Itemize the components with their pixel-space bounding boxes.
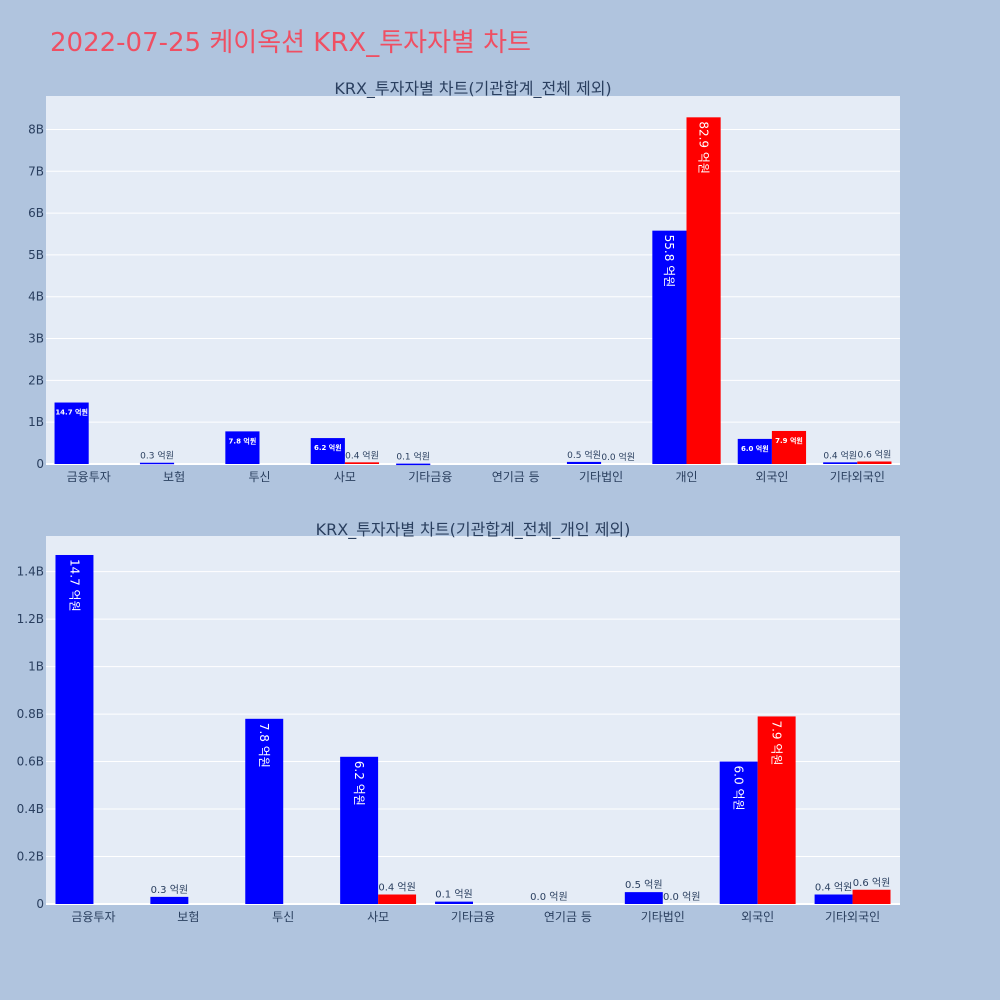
y-tick-label: 5B: [28, 248, 44, 262]
bar-label: 6.2 억원: [314, 443, 342, 452]
bar-label: 0.4 억원: [378, 882, 415, 894]
x-tick-label: 외국인: [755, 470, 788, 484]
y-tick-label: 0.4B: [17, 802, 44, 816]
bar: [310, 438, 345, 464]
x-tick-label: 보험: [163, 470, 185, 484]
x-tick-label: 개인: [675, 470, 697, 484]
bar: [852, 889, 891, 904]
y-tick-label: 0.2B: [17, 850, 44, 864]
bar: [245, 718, 284, 904]
y-tick-label: 7B: [28, 164, 44, 178]
y-tick-label: 0.8B: [17, 707, 44, 721]
page-title: 2022-07-25 케이옥션 KRX_투자자별 차트: [50, 28, 532, 58]
x-tick-label: 기타법인: [579, 470, 623, 484]
bar: [624, 892, 663, 904]
bar: [344, 462, 380, 464]
x-tick-label: 연기금 등: [492, 470, 540, 484]
bar-label: 7.8 억원: [257, 723, 271, 768]
bar-label: 0.3 억원: [151, 884, 188, 896]
bar-label: 7.8 억원: [229, 436, 257, 445]
x-tick-label: 기타법인: [641, 910, 685, 924]
x-tick-label: 투신: [248, 470, 270, 484]
y-tick-label: 3B: [28, 332, 44, 346]
bar-label: 14.7 억원: [55, 408, 88, 417]
x-tick-label: 금융투자: [71, 910, 115, 924]
bar-label: 0.4 억원: [815, 882, 852, 894]
bar-label: 6.0 억원: [731, 766, 745, 811]
bar-label: 7.9 억원: [769, 720, 783, 765]
bar: [225, 431, 260, 464]
bar-label: 0.0 억원: [530, 891, 567, 903]
bar-label: 7.9 억원: [775, 436, 803, 445]
bar: [340, 756, 379, 904]
x-tick-label: 기타외국인: [830, 470, 885, 484]
y-tick-label: 0: [36, 897, 44, 911]
x-tick-label: 사모: [334, 470, 356, 484]
y-tick-label: 1.2B: [17, 612, 44, 626]
bar: [435, 901, 473, 904]
y-tick-label: 6B: [28, 206, 44, 220]
bar-label: 82.9 억원: [696, 121, 710, 174]
bar: [566, 461, 602, 464]
bar: [652, 230, 687, 464]
y-tick-label: 1B: [28, 660, 44, 674]
x-tick-label: 사모: [367, 910, 389, 924]
bar-label: 0.5 억원: [625, 879, 662, 891]
bar-label: 6.0 억원: [741, 444, 769, 453]
bar-label: 0.4 억원: [345, 449, 379, 461]
y-tick-label: 8B: [28, 122, 44, 136]
bar-label: 14.7 억원: [67, 559, 81, 612]
bar-label: 6.2 억원: [352, 761, 366, 806]
chart-investor-excl-individual: 0 0.2B 0.4B 0.6B 0.8B 1B 1.2B 1.4B KRX_투자자별 차트(기…: [17, 520, 900, 924]
bar-label: 0.6 억원: [858, 448, 892, 460]
x-tick-label: 보험: [177, 910, 199, 924]
bar: [139, 462, 175, 465]
bar: [150, 896, 189, 904]
y-tick-label: 0.6B: [17, 755, 44, 769]
chart-title: KRX_투자자별 차트(기관합계_전체 제외): [334, 79, 611, 99]
bar: [771, 430, 807, 464]
plot-area: [46, 96, 900, 464]
y-tick-label: 2B: [28, 373, 44, 387]
bar-label: 0.5 억원: [567, 449, 601, 461]
x-tick-label: 기타금융: [408, 470, 452, 484]
x-tick-label: 연기금 등: [544, 910, 592, 924]
chart-title: KRX_투자자별 차트(기관합계_전체_개인 제외): [316, 520, 631, 540]
chart-investor-all: 0 1B 2B 3B 4B 5B 6B 7B 8B KRX_투자자별 차트(기관합계_전체 제외)…: [28, 79, 900, 484]
x-tick-label: 기타외국인: [825, 910, 880, 924]
bar: [737, 438, 772, 464]
y-tick-label: 4B: [28, 290, 44, 304]
bar: [757, 716, 796, 904]
x-tick-label: 기타금융: [451, 910, 495, 924]
bar: [823, 462, 858, 464]
bar: [54, 402, 89, 464]
y-tick-label: 1.4B: [17, 565, 44, 579]
bar: [857, 461, 892, 464]
bar: [814, 894, 853, 904]
bar-label: 0.3 억원: [140, 450, 174, 462]
y-tick-label: 0: [36, 457, 44, 471]
bar: [55, 554, 94, 904]
bar-label: 0.1 억원: [396, 451, 430, 463]
y-tick-label: 1B: [28, 415, 44, 429]
bar: [719, 761, 758, 904]
bar-label: 0.0 억원: [601, 451, 635, 463]
x-tick-label: 외국인: [741, 910, 774, 924]
bar-label: 0.6 억원: [853, 877, 890, 889]
bar-label: 55.8 억원: [662, 235, 676, 288]
bar-label: 0.0 억원: [663, 891, 700, 903]
bar: [378, 894, 417, 904]
bar-label: 0.1 억원: [435, 889, 472, 901]
x-tick-label: 금융투자: [67, 470, 111, 484]
bar-label: 0.4 억원: [823, 449, 857, 461]
bar: [396, 463, 431, 466]
bar: [686, 117, 721, 464]
x-tick-label: 투신: [272, 910, 294, 924]
